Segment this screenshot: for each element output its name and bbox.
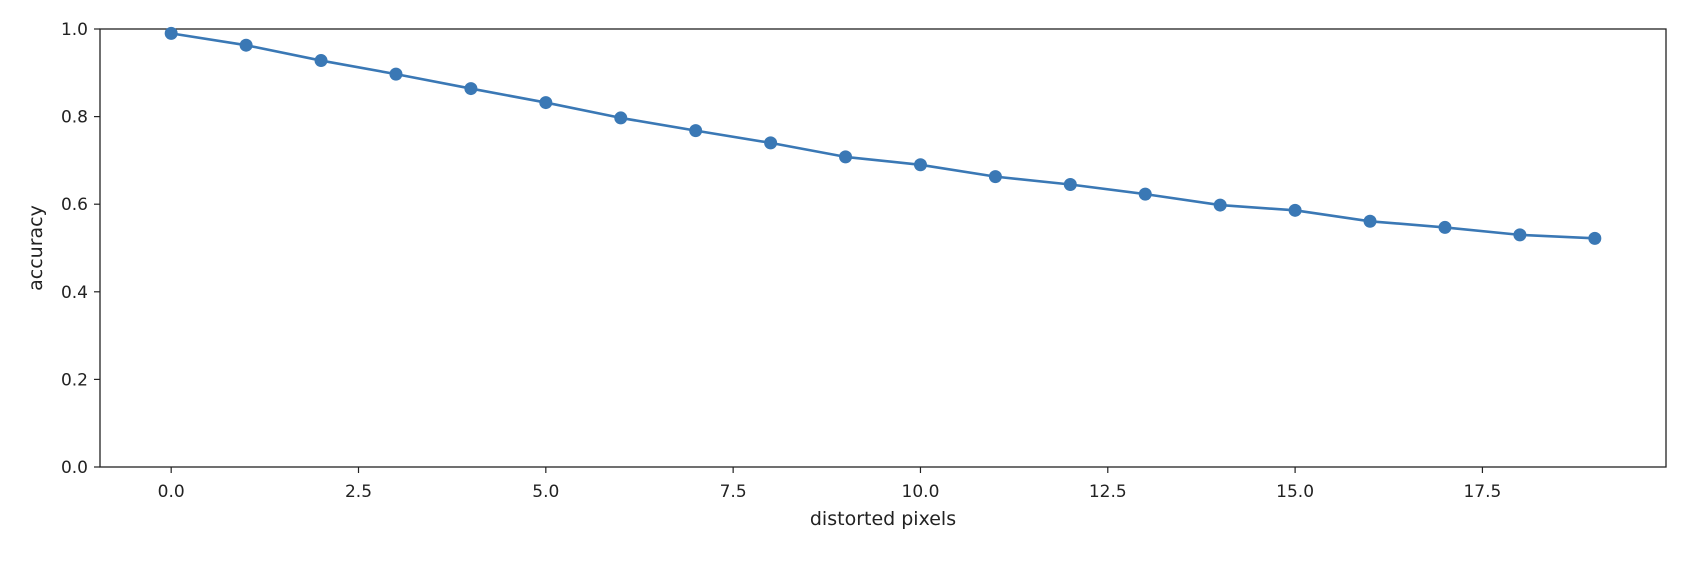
x-tick-label: 0.0 (158, 482, 185, 502)
data-point (1363, 214, 1377, 228)
y-tick-label: 0.8 (61, 108, 88, 128)
plot-frame (99, 28, 1667, 468)
data-point (988, 170, 1002, 184)
x-tick-label: 7.5 (720, 482, 747, 502)
data-point (614, 111, 628, 125)
x-axis-label: distorted pixels (810, 508, 956, 530)
data-point (239, 38, 253, 52)
data-point (913, 158, 927, 172)
data-point (1288, 203, 1302, 217)
ticks: 0.0 2.5 5.0 7.5 10.0 12.5 15.0 17.5 0.0 0.2 0.4 0.6… (61, 20, 1501, 502)
data-point (1138, 187, 1152, 201)
data-point (1588, 231, 1602, 245)
data-point (314, 54, 328, 68)
data-point (389, 67, 403, 81)
data-point (764, 136, 778, 150)
x-tick-label: 2.5 (345, 482, 372, 502)
series-layer (164, 26, 1602, 245)
data-point (1213, 198, 1227, 212)
y-tick-label: 0.0 (61, 458, 88, 478)
data-point (1513, 228, 1527, 242)
data-point (839, 150, 853, 164)
y-tick-label: 0.6 (61, 195, 88, 215)
data-point (464, 82, 478, 96)
y-tick-label: 1.0 (61, 20, 88, 40)
data-point (689, 124, 703, 138)
series-line (170, 32, 1595, 240)
data-point (1063, 177, 1077, 191)
data-point (164, 26, 178, 40)
y-tick-label: 0.4 (61, 283, 88, 303)
x-tick-label: 15.0 (1276, 482, 1314, 502)
data-point (539, 96, 553, 110)
x-tick-label: 12.5 (1089, 482, 1127, 502)
axes (99, 28, 1667, 468)
data-point (1438, 220, 1452, 234)
x-tick-label: 5.0 (532, 482, 559, 502)
y-axis-label: accuracy (25, 205, 47, 291)
x-tick-label: 10.0 (902, 482, 940, 502)
x-tick-label: 17.5 (1463, 482, 1501, 502)
y-tick-label: 0.2 (61, 370, 88, 390)
